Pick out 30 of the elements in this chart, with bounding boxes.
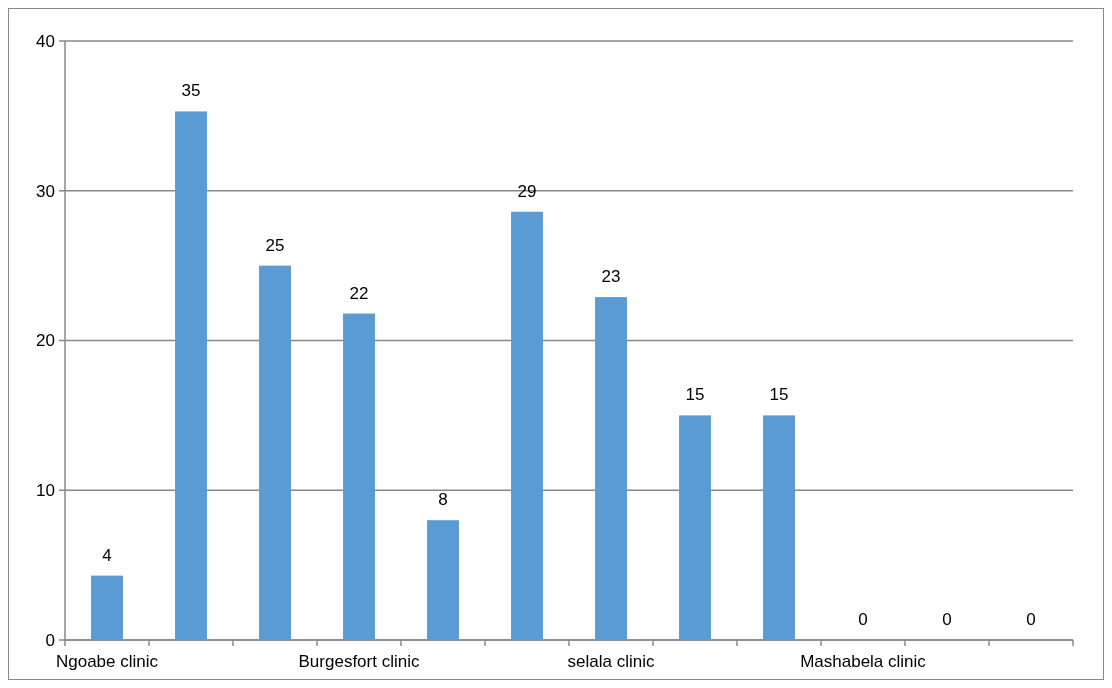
x-tick-label: Ngoabe clinic xyxy=(55,652,159,671)
y-tick-label: 40 xyxy=(36,31,55,51)
data-label: 29 xyxy=(517,181,537,201)
bar xyxy=(511,211,543,640)
data-label: 0 xyxy=(942,610,952,629)
data-label: 25 xyxy=(265,235,285,255)
y-tick-label: 20 xyxy=(36,331,55,351)
data-label: 15 xyxy=(769,385,789,405)
bar xyxy=(595,297,627,640)
y-tick-label: 30 xyxy=(36,181,55,201)
y-tick-label: 10 xyxy=(36,481,55,501)
bar xyxy=(679,415,711,640)
bar xyxy=(343,313,375,640)
x-tick-label: Mashabela clinic xyxy=(800,652,927,671)
data-label: 0 xyxy=(1026,610,1036,629)
bar xyxy=(763,415,795,640)
data-label: 23 xyxy=(601,267,621,287)
x-tick-label: selala clinic xyxy=(567,652,655,671)
bar xyxy=(259,265,291,640)
data-label: 8 xyxy=(438,490,448,510)
bar xyxy=(175,111,207,640)
data-label: 35 xyxy=(181,81,201,101)
y-tick-label: 0 xyxy=(45,630,55,650)
data-label: 22 xyxy=(349,283,369,303)
x-tick-label: Burgesfort clinic xyxy=(298,652,420,671)
bar xyxy=(91,575,123,640)
bar xyxy=(427,520,459,640)
data-label: 15 xyxy=(685,385,705,405)
data-label: 0 xyxy=(858,610,868,629)
data-label: 4 xyxy=(102,545,112,565)
